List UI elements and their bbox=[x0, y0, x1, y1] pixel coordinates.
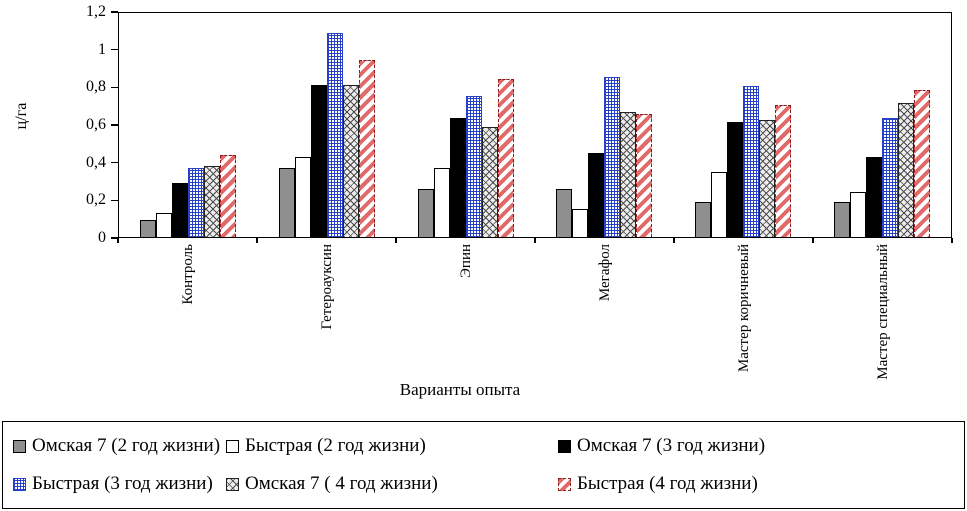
y-axis-title: ц/га bbox=[13, 102, 30, 130]
bar bbox=[295, 157, 311, 237]
legend-item-6: Быстрая (4 год жизни) bbox=[558, 473, 954, 495]
x-tick-mark bbox=[395, 238, 397, 243]
bar bbox=[727, 122, 744, 237]
bar-group-5 bbox=[674, 13, 813, 237]
x-tick-mark bbox=[117, 238, 119, 243]
legend-item-3: Омская 7 (3 год жизни) bbox=[558, 435, 954, 457]
y-tick-mark bbox=[111, 237, 118, 239]
x-category-label: Мастер специальный bbox=[874, 244, 891, 380]
bar bbox=[188, 168, 205, 237]
bar bbox=[865, 157, 882, 237]
y-tick-label: 0,8 bbox=[86, 78, 106, 96]
bar bbox=[279, 168, 295, 237]
bar bbox=[556, 189, 573, 237]
bar bbox=[433, 168, 450, 237]
bar bbox=[311, 85, 327, 237]
bar-group-6 bbox=[812, 13, 951, 237]
y-tick-mark bbox=[111, 11, 118, 13]
legend-label: Быстрая (3 год жизни) bbox=[32, 473, 213, 494]
bar-group-4 bbox=[535, 13, 674, 237]
bar-group-1 bbox=[119, 13, 258, 237]
legend-swatch-blue-grid bbox=[13, 477, 26, 491]
bar-group-2 bbox=[258, 13, 397, 237]
bar bbox=[417, 189, 434, 237]
bar bbox=[833, 202, 850, 237]
bar bbox=[775, 105, 792, 237]
legend-swatch-solid-gray bbox=[13, 439, 26, 453]
bar bbox=[849, 192, 866, 237]
legend-label: Быстрая (2 год жизни) bbox=[245, 435, 426, 456]
x-tick-mark bbox=[673, 238, 675, 243]
bar bbox=[497, 79, 514, 237]
bar bbox=[588, 153, 605, 237]
bar bbox=[220, 155, 237, 237]
legend-item-5: Омская 7 ( 4 год жизни) bbox=[226, 473, 558, 495]
x-category-label: Мегафол bbox=[596, 244, 613, 302]
x-tick-mark bbox=[534, 238, 536, 243]
y-tick-mark bbox=[111, 199, 118, 202]
legend-label: Быстрая (4 год жизни) bbox=[577, 473, 758, 494]
x-tick-mark bbox=[951, 238, 953, 243]
bar bbox=[327, 33, 343, 237]
bar bbox=[759, 120, 776, 237]
bar bbox=[897, 103, 914, 237]
legend-item-4: Быстрая (3 год жизни) bbox=[13, 473, 226, 495]
x-tick-mark bbox=[812, 238, 814, 243]
bar bbox=[172, 183, 189, 237]
bar bbox=[481, 127, 498, 237]
x-axis-title: Варианты опыта bbox=[399, 380, 521, 399]
bar bbox=[620, 112, 637, 237]
y-tick-mark bbox=[111, 48, 118, 51]
legend-label: Омская 7 ( 4 год жизни) bbox=[245, 473, 438, 494]
y-tick-mark bbox=[111, 86, 118, 89]
bar bbox=[881, 118, 898, 237]
bar bbox=[572, 209, 589, 237]
y-tick-label: 0 bbox=[98, 229, 106, 246]
y-tick-label: 0,6 bbox=[86, 116, 106, 133]
chart-legend: Омская 7 (2 год жизни) Быстрая (2 год жиз… bbox=[2, 421, 965, 509]
x-category-label: Контроль bbox=[179, 244, 196, 305]
bar bbox=[604, 77, 621, 237]
bar bbox=[204, 166, 221, 237]
bar bbox=[711, 172, 728, 237]
legend-label: Омская 7 (2 год жизни) bbox=[32, 435, 221, 456]
bar bbox=[359, 60, 375, 237]
legend-swatch-red-diagonal-dashed bbox=[558, 477, 571, 491]
y-tick-label: 1 bbox=[98, 40, 106, 58]
bar bbox=[695, 202, 712, 237]
legend-label: Омская 7 (3 год жизни) bbox=[577, 435, 766, 456]
y-tick-label: 0,2 bbox=[86, 191, 106, 209]
x-tick-mark bbox=[256, 238, 258, 243]
plot-area bbox=[118, 12, 952, 238]
y-tick-label: 0,4 bbox=[86, 153, 106, 171]
bar bbox=[449, 118, 466, 237]
legend-item-1: Омская 7 (2 год жизни) bbox=[13, 435, 226, 457]
legend-item-2: Быстрая (2 год жизни) bbox=[226, 435, 558, 457]
bar bbox=[465, 96, 482, 237]
legend-swatch-solid-black bbox=[558, 439, 571, 453]
y-tick-label: 1,2 bbox=[86, 3, 106, 20]
bar bbox=[743, 86, 760, 237]
bar bbox=[156, 213, 173, 237]
bar bbox=[343, 85, 359, 237]
x-category-label: Мастер коричневый bbox=[735, 244, 752, 373]
bar bbox=[140, 220, 157, 237]
bar bbox=[636, 114, 653, 237]
legend-swatch-solid-white bbox=[226, 439, 239, 453]
y-tick-mark bbox=[111, 161, 118, 164]
legend-swatch-gray-crosshatch bbox=[226, 477, 239, 491]
y-tick-mark bbox=[111, 124, 118, 126]
bar-group-3 bbox=[396, 13, 535, 237]
bar bbox=[913, 90, 930, 237]
